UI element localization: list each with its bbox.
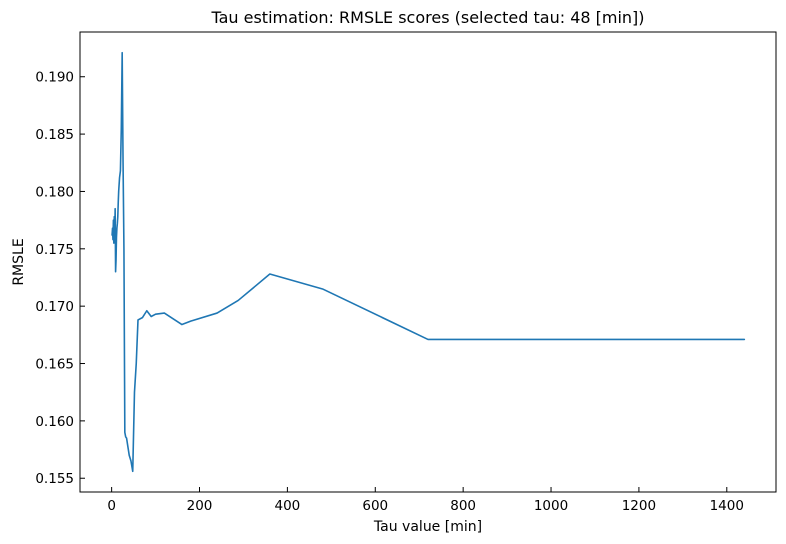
x-tick-label: 1200 [622,498,656,514]
y-tick-label: 0.175 [35,242,74,258]
y-axis-label: RMSLE [11,238,27,285]
x-tick-label: 1400 [710,498,744,514]
y-tick-label: 0.190 [35,70,74,86]
plot-area [111,51,746,473]
x-tick-label: 600 [362,498,388,514]
x-tick-label: 400 [275,498,301,514]
x-tick-label: 0 [107,498,116,514]
y-tick-label: 0.160 [35,414,74,430]
series-line-0 [111,51,746,473]
x-tick-label: 1000 [534,498,568,514]
y-tick-label: 0.185 [35,127,74,143]
y-axis: 0.155 0.160 0.165 0.170 0.175 0.180 0.185 0.190 [35,70,85,487]
x-tick-label: 800 [450,498,476,514]
y-tick-label: 0.170 [35,299,74,315]
y-tick-label: 0.155 [35,471,74,487]
y-tick-label: 0.165 [35,357,74,373]
chart-title: Tau estimation: RMSLE scores (selected t… [210,8,644,27]
x-axis: 0 200 400 600 800 1000 1200 1400 [107,487,744,514]
x-tick-label: 200 [187,498,213,514]
plot-frame [79,31,777,493]
x-axis-label: Tau value [min] [373,519,482,535]
y-tick-label: 0.180 [35,184,74,200]
